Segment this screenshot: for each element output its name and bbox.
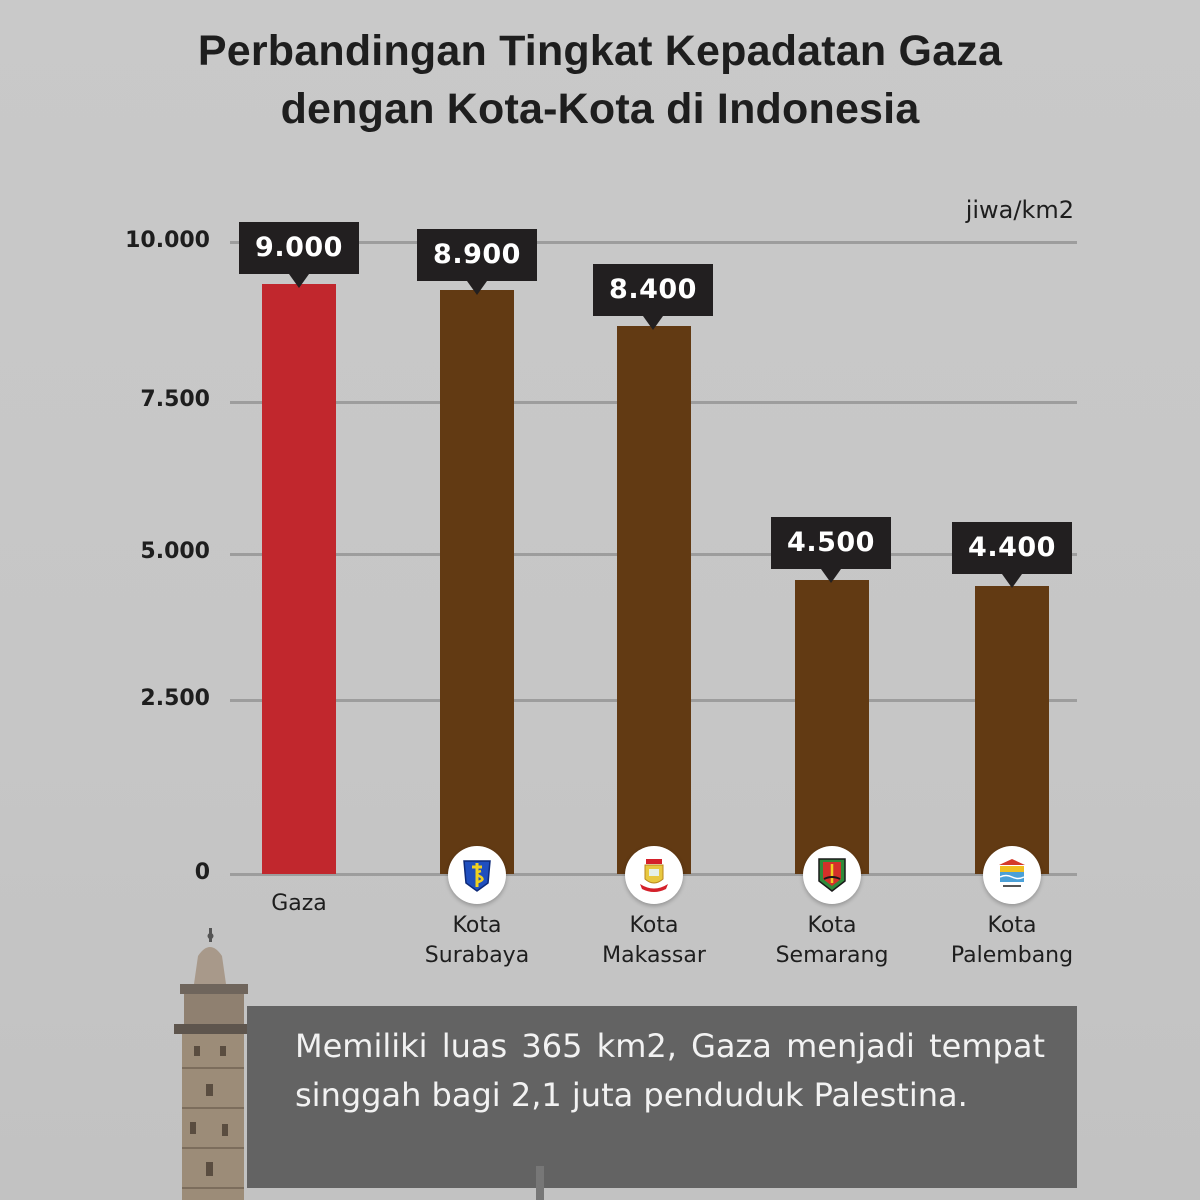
info-box-text: Memiliki luas 365 km2, Gaza menjadi temp… bbox=[295, 1027, 1045, 1114]
x-label-palembang-line1: Kota bbox=[987, 913, 1037, 938]
bar-palembang bbox=[975, 586, 1049, 874]
value-callout-surabaya: 8.900 bbox=[417, 229, 537, 295]
x-label-gaza: Gaza bbox=[209, 889, 389, 919]
y-tick-5000: 5.000 bbox=[140, 539, 210, 564]
semarang-emblem-icon bbox=[803, 846, 861, 904]
value-callout-semarang: 4.500 bbox=[771, 517, 891, 583]
x-label-semarang-line2: Semarang bbox=[775, 943, 889, 968]
bar-makassar bbox=[617, 326, 691, 874]
y-tick-7500: 7.500 bbox=[140, 387, 210, 412]
x-label-makassar-line2: Makassar bbox=[602, 943, 706, 968]
x-label-semarang-line1: Kota bbox=[807, 913, 857, 938]
title-line-1: Perbandingan Tingkat Kepadatan Gaza bbox=[197, 27, 1003, 75]
minaret-tower-image bbox=[174, 928, 248, 1200]
chart-title: Perbandingan Tingkat Kepadatan Gaza deng… bbox=[0, 22, 1200, 138]
info-box: Memiliki luas 365 km2, Gaza menjadi temp… bbox=[247, 1006, 1077, 1188]
surabaya-emblem-icon bbox=[448, 846, 506, 904]
y-tick-10000: 10.000 bbox=[125, 228, 210, 253]
x-label-makassar: Kota Makassar bbox=[564, 911, 744, 971]
x-label-palembang: Kota Palembang bbox=[922, 911, 1102, 971]
makassar-emblem-icon bbox=[625, 846, 683, 904]
value-callout-palembang: 4.400 bbox=[952, 522, 1072, 588]
x-label-palembang-line2: Palembang bbox=[950, 943, 1074, 968]
antenna-image bbox=[536, 1166, 544, 1200]
bar-semarang bbox=[795, 580, 869, 874]
y-tick-2500: 2.500 bbox=[140, 686, 210, 711]
value-callout-makassar: 8.400 bbox=[593, 264, 713, 330]
x-label-semarang: Kota Semarang bbox=[742, 911, 922, 971]
gridline-10000 bbox=[230, 241, 1077, 244]
bar-gaza bbox=[262, 284, 336, 874]
bar-surabaya bbox=[440, 290, 514, 874]
y-tick-0: 0 bbox=[194, 860, 210, 885]
value-callout-gaza: 9.000 bbox=[239, 222, 359, 288]
x-label-gaza-line1: Gaza bbox=[271, 891, 327, 916]
x-label-surabaya-line1: Kota bbox=[452, 913, 502, 938]
x-label-makassar-line1: Kota bbox=[629, 913, 679, 938]
x-label-surabaya-line2: Surabaya bbox=[424, 943, 530, 968]
title-line-2: dengan Kota-Kota di Indonesia bbox=[280, 85, 920, 133]
unit-label: jiwa/km2 bbox=[965, 196, 1074, 224]
palembang-emblem-icon bbox=[983, 846, 1041, 904]
x-label-surabaya: Kota Surabaya bbox=[387, 911, 567, 971]
